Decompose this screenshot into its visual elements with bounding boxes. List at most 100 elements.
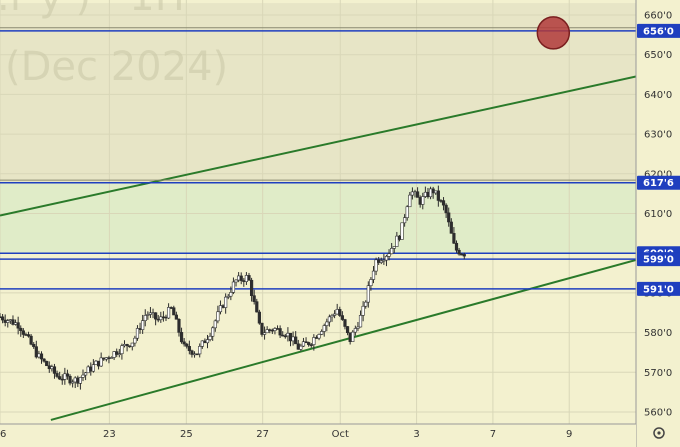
candle-body: [400, 222, 404, 240]
shaded-bands: [0, 3, 636, 254]
candle-body: [405, 206, 409, 218]
candle-body: [195, 353, 199, 356]
level-price-tag: [637, 281, 680, 296]
candle-body: [211, 327, 215, 337]
candle-body: [63, 373, 67, 380]
trend-channel: [0, 75, 637, 421]
candle-body: [174, 314, 178, 320]
candle-body: [413, 191, 417, 194]
candle-body: [182, 341, 186, 345]
candle-body: [159, 316, 163, 321]
candle-body: [130, 342, 134, 347]
candle-body: [166, 307, 171, 319]
candle-body: [415, 191, 420, 198]
candle-body: [81, 374, 85, 378]
candle-body: [296, 343, 300, 350]
candle-body: [454, 242, 459, 251]
candle-body: [384, 256, 389, 261]
candle-body: [125, 344, 129, 347]
candle-body: [65, 373, 70, 377]
candle-body: [436, 190, 440, 201]
candle-body: [120, 345, 124, 355]
candle-body: [107, 357, 111, 359]
candle-body: [291, 336, 295, 342]
candle-body: [138, 328, 142, 330]
watermark-line1: …r y ) · 1H: [0, 0, 185, 20]
candle-body: [231, 281, 236, 293]
candle-body: [208, 335, 212, 340]
candle-body: [122, 344, 127, 347]
candle-body: [431, 188, 435, 194]
level-price-label: 599'0: [643, 255, 674, 266]
candle-body: [185, 343, 189, 347]
candle-body: [314, 337, 319, 339]
candle-body: [234, 279, 238, 283]
candle-body: [390, 248, 394, 255]
gear-icon[interactable]: [653, 427, 665, 439]
channel-lower-line: [50, 258, 637, 421]
candle-body: [86, 366, 90, 374]
candle-body: [58, 376, 62, 380]
candle-body: [345, 326, 350, 334]
y-tick-label: 570'0: [644, 368, 672, 379]
candle-body: [226, 295, 230, 298]
candle-body: [99, 357, 103, 367]
candle-body: [34, 346, 38, 358]
candle-body: [397, 235, 402, 240]
candle-body: [135, 328, 140, 339]
candle-body: [24, 334, 28, 336]
candle-body: [377, 259, 381, 263]
y-axis: 560'0570'0580'0590'0600'0610'0620'0630'0…: [635, 0, 680, 447]
candle-body: [242, 280, 246, 282]
chart-settings-button[interactable]: [653, 427, 665, 439]
watermark-line2: (Dec 2024): [5, 44, 228, 90]
candle-body: [294, 336, 298, 345]
candle-body: [203, 340, 207, 344]
candle-body: [21, 330, 25, 335]
candle-body: [418, 197, 422, 205]
candle-body: [156, 318, 160, 321]
candle-body: [268, 329, 272, 331]
candle-body: [449, 221, 453, 234]
candlesticks: [0, 185, 466, 390]
candle-body: [128, 345, 132, 348]
candle-body: [13, 322, 18, 325]
candle-body: [392, 246, 396, 249]
candle-body: [102, 357, 106, 360]
candle-body: [37, 353, 41, 358]
candle-body: [320, 331, 324, 335]
candle-body: [304, 341, 308, 344]
level-price-label: 591'0: [643, 284, 674, 295]
candle-body: [216, 311, 220, 322]
candle-body: [351, 331, 355, 342]
candle-body: [366, 285, 370, 303]
candle-body: [444, 204, 448, 214]
candle-body: [16, 322, 20, 329]
candle-body: [428, 188, 433, 198]
candle-body: [387, 253, 391, 257]
candle-body: [83, 372, 88, 376]
x-tick-label: Oct: [332, 429, 349, 440]
candle-body: [151, 312, 155, 314]
candle-body: [179, 332, 184, 343]
candle-body: [460, 253, 464, 256]
candle-body: [270, 329, 274, 332]
level-price-tag: [637, 252, 680, 267]
candle-body: [421, 196, 425, 205]
candle-body: [19, 327, 23, 332]
band-upper: [0, 3, 636, 183]
candle-body: [286, 332, 290, 337]
candle-body: [32, 343, 36, 347]
y-tick-label: 580'0: [644, 328, 672, 339]
candle-body: [47, 365, 51, 370]
candle-body: [55, 373, 59, 377]
x-tick-label: 9: [566, 429, 572, 440]
candle-body: [255, 301, 259, 313]
candle-body: [457, 249, 461, 255]
candle-body: [262, 332, 267, 335]
y-tick-label: 640'0: [644, 90, 672, 101]
candle-body: [379, 260, 383, 263]
x-tick-label: 23: [103, 429, 116, 440]
candle-body: [68, 375, 72, 384]
x-tick-label: 7: [490, 429, 496, 440]
